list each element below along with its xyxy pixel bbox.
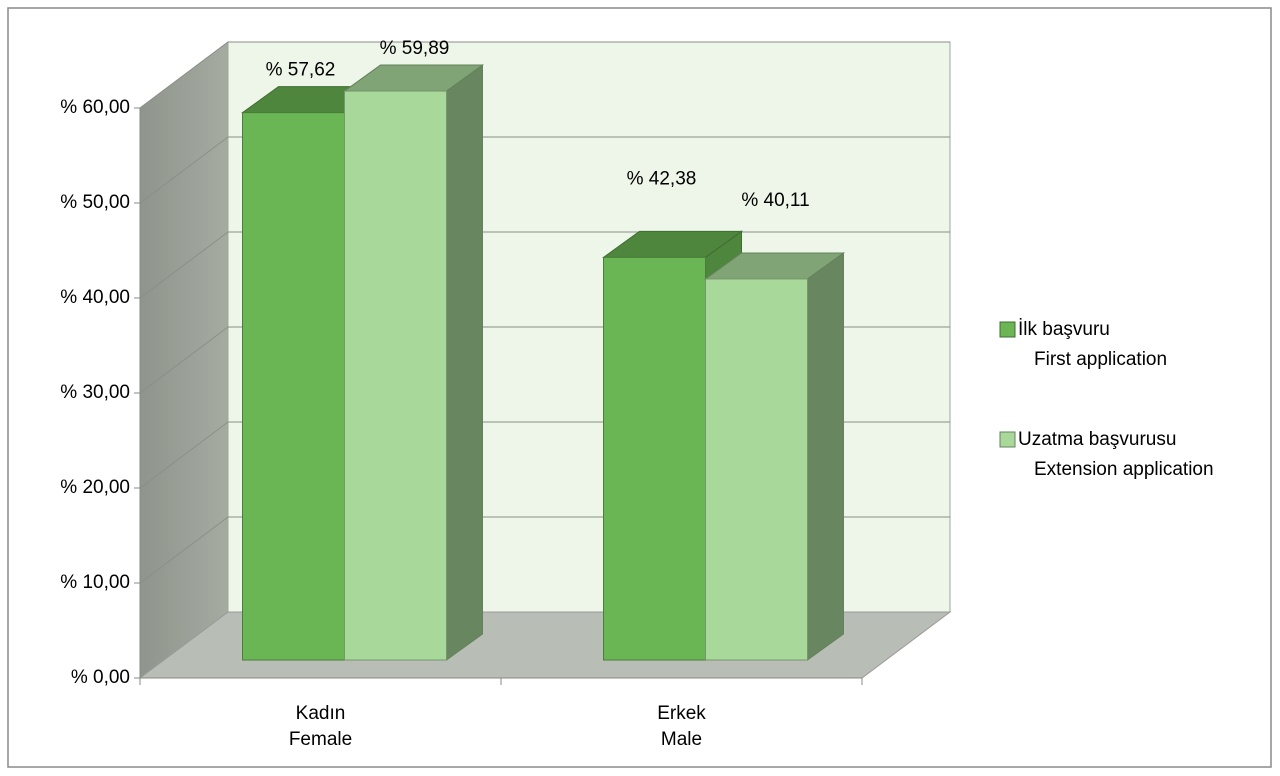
bar xyxy=(344,90,447,661)
bar xyxy=(242,112,345,661)
grid-line xyxy=(139,41,229,109)
legend-swatch xyxy=(999,321,1016,338)
value-label: % 42,38 xyxy=(627,168,697,189)
value-label: % 59,89 xyxy=(380,38,450,59)
legend-swatch xyxy=(999,431,1016,448)
y-tick-label: % 0,00 xyxy=(71,667,130,688)
x-tick-label: Erkek Male xyxy=(657,703,706,750)
legend-label: İlk başvuru First application xyxy=(1018,319,1167,370)
grid-line xyxy=(139,516,229,584)
legend-label: Uzatma başvurusu Extension application xyxy=(1018,429,1214,480)
value-label: % 57,62 xyxy=(266,60,336,81)
y-tick-label: % 40,00 xyxy=(60,287,130,308)
y-tick-label: % 60,00 xyxy=(60,97,130,118)
y-tick-label: % 10,00 xyxy=(60,572,130,593)
value-label: % 40,11 xyxy=(741,190,809,211)
x-tick-label: Kadın Female xyxy=(289,703,352,750)
bar xyxy=(705,278,808,661)
y-tick-label: % 20,00 xyxy=(60,477,130,498)
grid-line xyxy=(139,421,229,489)
bar xyxy=(603,256,706,661)
grid-line xyxy=(139,326,229,394)
y-tick-label: % 30,00 xyxy=(60,382,130,403)
grid-line xyxy=(139,136,229,204)
bar-side xyxy=(807,251,844,661)
bar-side xyxy=(446,64,483,661)
grid-line xyxy=(139,231,229,299)
y-tick-label: % 50,00 xyxy=(60,192,130,213)
